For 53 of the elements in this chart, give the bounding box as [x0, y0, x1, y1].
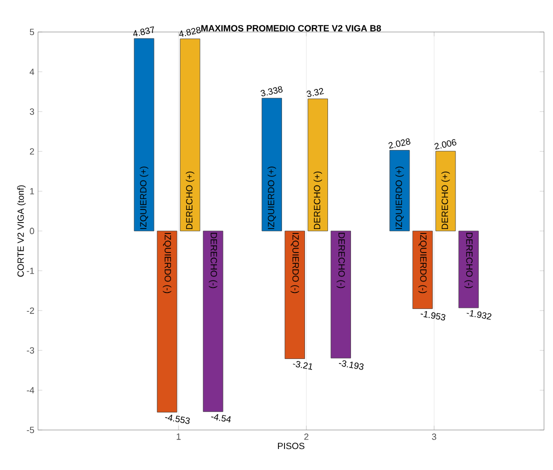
text: DERECHO (+)	[441, 172, 450, 230]
data-label: -3.193	[338, 360, 364, 370]
bar	[262, 98, 282, 232]
y-tick-label: 1	[30, 188, 34, 194]
text: IZQUIERDO (-)	[418, 233, 427, 294]
bar	[330, 230, 351, 358]
y-tick-label: -4	[26, 387, 34, 394]
y-tick-label: -2	[26, 307, 34, 314]
x-tick-label: 1	[176, 434, 181, 440]
data-label: -4.54	[211, 414, 231, 423]
text: DERECHO (+)	[314, 172, 322, 230]
y-tick-label: 5	[30, 28, 34, 36]
series-label: DERECHO (+)	[186, 172, 194, 230]
bar	[412, 230, 433, 309]
bar	[436, 150, 456, 232]
y-tick-label: -5	[26, 426, 34, 434]
series-label: DERECHO (-)	[208, 232, 218, 288]
data-label: -3.21	[292, 361, 312, 370]
bar	[156, 230, 178, 412]
bar	[202, 230, 224, 412]
series-label: IZQUIERDO (+)	[140, 166, 148, 229]
text: IZQUIERDO (+)	[268, 166, 276, 229]
data-label: -4.553	[165, 414, 190, 424]
x-tick-label: 3	[432, 434, 436, 440]
y-tick-label: -1	[26, 268, 34, 274]
data-label: 3.32	[306, 88, 324, 97]
text: DERECHO (-)	[464, 232, 473, 288]
y-tick-label: 0	[30, 228, 34, 234]
text: IZQUIERDO (-)	[290, 233, 300, 294]
text: DERECHO (-)	[336, 232, 346, 288]
y-tick-label: -3	[26, 347, 34, 354]
bar	[308, 98, 328, 232]
data-label: 4.837	[133, 26, 154, 36]
y-tick-label: 3	[30, 108, 34, 115]
data-label: 4.828	[179, 26, 201, 37]
bar	[284, 230, 305, 359]
data-label: -1.932	[466, 310, 492, 320]
series-label: IZQUIERDO (-)	[162, 233, 172, 294]
y-axis-title: CORTE V2 VIGA (tonf)	[17, 185, 26, 277]
bar	[134, 38, 154, 232]
x-axis-title: PISOS	[278, 442, 304, 450]
data-label: 2.028	[388, 138, 410, 149]
data-label: -1.953	[420, 311, 446, 320]
bar	[458, 230, 479, 308]
y-tick-label: 4	[30, 68, 34, 75]
chart-title: MAXIMOS PROMEDIO CORTE V2 VIGA B8	[201, 25, 381, 32]
bar	[180, 38, 200, 232]
x-tick-label: 2	[304, 434, 308, 440]
bar	[390, 150, 410, 232]
data-label: 3.338	[260, 86, 283, 96]
data-label: 2.006	[434, 139, 456, 150]
text: IZQUIERDO (+)	[395, 166, 404, 229]
y-tick-label: 2	[30, 148, 34, 155]
